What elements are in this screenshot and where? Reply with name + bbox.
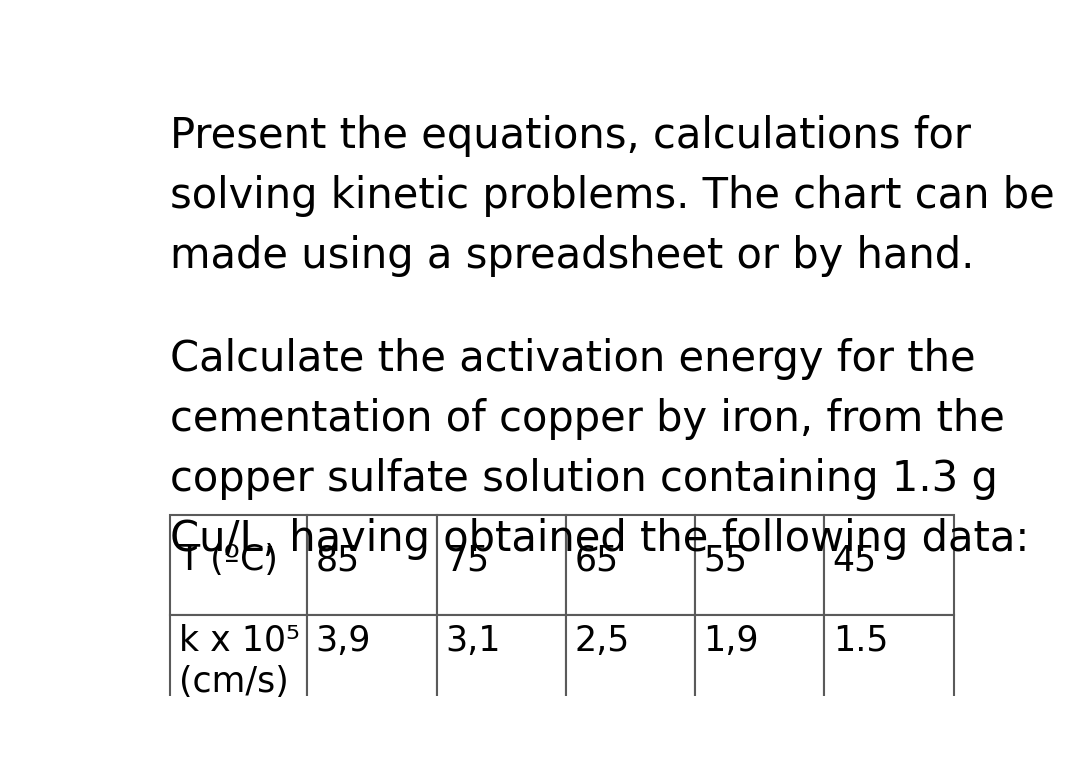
- Text: 1,9: 1,9: [703, 624, 759, 658]
- Bar: [307, 515, 436, 615]
- Bar: [436, 615, 566, 732]
- Text: 75: 75: [445, 543, 489, 577]
- Text: T (ºC): T (ºC): [178, 543, 279, 577]
- Bar: [824, 615, 954, 732]
- Text: 2,5: 2,5: [575, 624, 630, 658]
- Bar: [307, 615, 436, 732]
- Text: Calculate the activation energy for the
cementation of copper by iron, from the
: Calculate the activation energy for the …: [171, 338, 1029, 560]
- Text: 65: 65: [575, 543, 618, 577]
- Bar: [696, 615, 824, 732]
- Text: Present the equations, calculations for
solving kinetic problems. The chart can : Present the equations, calculations for …: [171, 115, 1055, 277]
- Bar: [171, 515, 307, 615]
- Text: 1.5: 1.5: [833, 624, 888, 658]
- Bar: [824, 515, 954, 615]
- Bar: [566, 615, 696, 732]
- Bar: [436, 515, 566, 615]
- Text: 55: 55: [703, 543, 747, 577]
- Text: 3,9: 3,9: [315, 624, 372, 658]
- Text: 85: 85: [315, 543, 360, 577]
- Bar: [696, 515, 824, 615]
- Bar: [171, 615, 307, 732]
- Text: 3,1: 3,1: [445, 624, 500, 658]
- Text: 45: 45: [833, 543, 877, 577]
- Bar: [566, 515, 696, 615]
- Text: k x 10⁵: k x 10⁵: [178, 624, 299, 658]
- Text: (cm/s): (cm/s): [178, 665, 288, 698]
